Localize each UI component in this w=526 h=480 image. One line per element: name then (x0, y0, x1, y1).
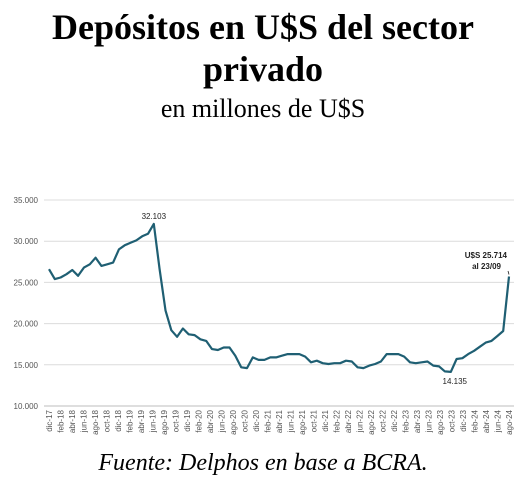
trough-annotation: 14.135 (443, 377, 468, 386)
x-tick-label: jun-21 (287, 409, 296, 433)
deposits-series-line (48, 222, 511, 373)
x-tick-label: jun-24 (494, 409, 503, 433)
x-tick-label: jun-19 (149, 409, 158, 433)
x-tick-label: abr-24 (482, 409, 491, 433)
x-tick-label: jun-18 (80, 409, 89, 433)
source-note: Fuente: Delphos en base a BCRA. (98, 450, 428, 476)
x-tick-label: ago-23 (436, 409, 445, 434)
x-tick-label: ago-24 (505, 409, 514, 434)
y-tick-label: 30.000 (14, 237, 39, 246)
x-tick-label: oct-18 (103, 409, 112, 432)
x-tick-label: dic-23 (459, 409, 468, 431)
x-tick-label: feb-19 (126, 409, 135, 432)
x-tick-label: jun-23 (425, 409, 434, 433)
x-tick-label: abr-19 (137, 409, 146, 433)
y-tick-label: 10.000 (14, 402, 39, 411)
x-tick-label: oct-22 (379, 409, 388, 432)
x-tick-label: dic-22 (390, 409, 399, 431)
x-tick-label: oct-21 (310, 409, 319, 432)
x-tick-label: abr-21 (275, 409, 284, 433)
x-tick-label: abr-18 (68, 409, 77, 433)
y-tick-label: 25.000 (14, 278, 39, 287)
x-tick-label: oct-19 (172, 409, 181, 432)
x-tick-label: feb-21 (264, 409, 273, 432)
chart-title: Depósitos en U$S del sector privado (52, 7, 474, 89)
x-tick-label: feb-18 (57, 409, 66, 432)
y-tick-label: 15.000 (14, 361, 39, 370)
x-tick-label: feb-23 (402, 409, 411, 432)
annotation-leader-line (507, 270, 510, 275)
last-value-date-annotation: al 23/09 (472, 262, 501, 271)
x-tick-label: ago-20 (229, 409, 238, 434)
x-tick-label: ago-18 (91, 409, 100, 434)
x-tick-label: jun-20 (218, 409, 227, 433)
peak-annotation: 32.103 (142, 212, 167, 221)
x-tick-label: oct-20 (241, 409, 250, 432)
y-tick-label: 35.000 (14, 196, 39, 205)
x-tick-label: oct-23 (448, 409, 457, 432)
y-tick-label: 20.000 (14, 320, 39, 329)
x-tick-label: feb-20 (195, 409, 204, 432)
x-tick-label: dic-19 (183, 409, 192, 431)
x-tick-label: ago-22 (367, 409, 376, 434)
x-tick-label: dic-20 (252, 409, 261, 431)
x-tick-label: dic-21 (321, 409, 330, 431)
x-tick-label: ago-19 (160, 409, 169, 434)
x-tick-label: jun-22 (356, 409, 365, 433)
last-value-annotation: U$S 25.714 (465, 251, 508, 260)
x-tick-label: abr-22 (344, 409, 353, 433)
x-tick-label: ago-21 (298, 409, 307, 434)
chart-subtitle: en millones de U$S (160, 94, 366, 123)
x-tick-label: abr-20 (206, 409, 215, 433)
x-tick-label: dic-18 (114, 409, 123, 431)
x-tick-label: feb-22 (333, 409, 342, 432)
x-tick-label: feb-24 (471, 409, 480, 432)
x-tick-label: abr-23 (413, 409, 422, 433)
x-tick-label: dic-17 (45, 409, 54, 431)
line-chart: 10.000 15.000 20.000 25.000 30.000 35.000 dic-… (14, 196, 514, 435)
